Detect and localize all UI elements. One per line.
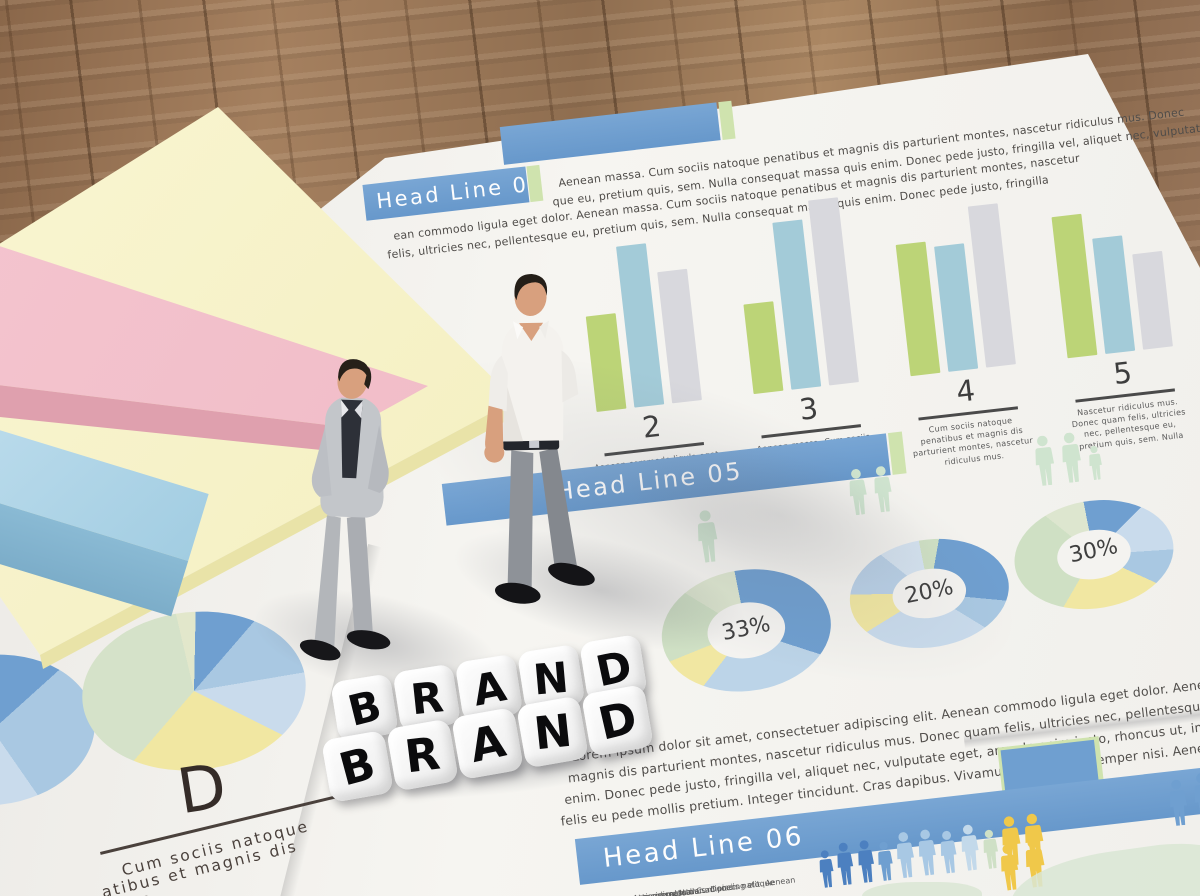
top-banner-fragment (499, 102, 721, 165)
die-letter: A (468, 660, 510, 716)
letter-die: R (386, 718, 459, 792)
map-blob (862, 882, 982, 896)
person-icon (1057, 431, 1086, 483)
person-icon (1190, 772, 1200, 824)
bar-gray (1132, 250, 1173, 350)
bar-blue (1092, 235, 1136, 354)
bar-group (720, 192, 871, 395)
die-letter: B (343, 680, 387, 736)
bar-group (1034, 156, 1185, 359)
headline04-title: Head Line 04 (375, 170, 546, 214)
bar-green (1051, 213, 1098, 359)
die-letter: N (531, 652, 571, 705)
die-letter: R (408, 671, 446, 724)
people-icons-group (693, 509, 723, 563)
bar-gray (657, 268, 702, 404)
headline04-banner: Head Line 04 (362, 166, 545, 221)
top-banner-end-cap (718, 100, 736, 140)
bar-group-bars (1040, 204, 1185, 360)
bar-group-bars (880, 202, 1028, 378)
person-icon (1165, 779, 1191, 827)
letter-die: N (516, 695, 589, 769)
letter-die: B (321, 729, 394, 803)
bar-blue (934, 243, 979, 372)
person-icon (845, 468, 871, 516)
bar-group (877, 174, 1028, 377)
bar-green (743, 301, 784, 395)
die-letter: R (402, 726, 443, 784)
bar-group (1191, 138, 1200, 341)
die-letter: B (334, 736, 381, 797)
letter-die: A (451, 707, 524, 780)
people-icons-group (1030, 429, 1105, 487)
person-icon-child (1086, 445, 1105, 481)
person-icon (693, 509, 723, 563)
businessman-figurine-gray-suit (299, 359, 391, 661)
letter-die: D (581, 684, 654, 758)
businessman-figurine-white-shirt (484, 274, 595, 604)
person-icon (1030, 434, 1059, 486)
headline06-body-line: pretium quis, sem. Nulla (602, 885, 701, 896)
die-letter: D (593, 690, 642, 751)
person-icon (996, 843, 1022, 891)
headline06-title: Head Line 06 (601, 821, 806, 874)
bar-green (895, 241, 941, 377)
die-letter: N (530, 703, 574, 761)
people-icons-group (845, 465, 896, 516)
die-letter: A (464, 713, 511, 774)
bar-group-caption: Cum sociis natoque penatibus et magnis d… (912, 415, 1034, 467)
bar-group-bars (721, 196, 871, 396)
section-caption: Cum sociis natoque atibus et magnis dis … (80, 817, 312, 896)
bar-group-bars (1193, 156, 1200, 342)
people-icons-blue-pair (1165, 772, 1200, 827)
